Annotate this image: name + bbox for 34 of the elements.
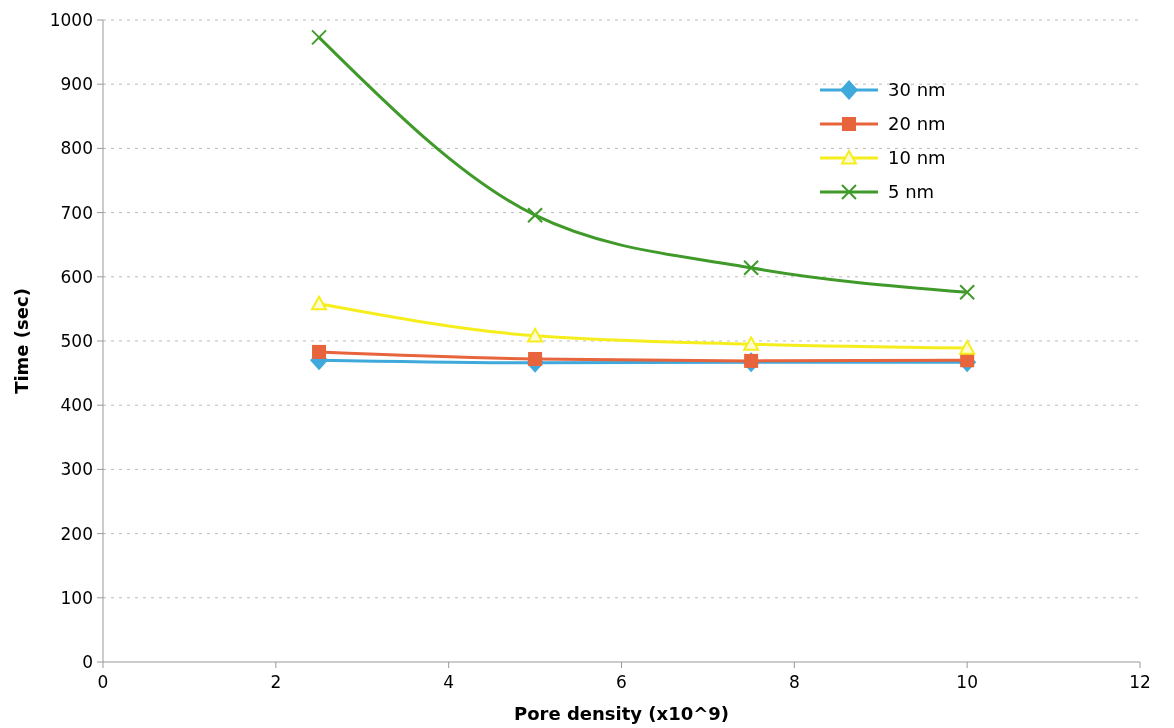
y-tick-label: 700 bbox=[60, 202, 93, 223]
x-tick-label: 0 bbox=[97, 672, 109, 692]
y-tick-label: 200 bbox=[60, 523, 93, 544]
y-tick-label: 900 bbox=[60, 74, 93, 95]
legend-label: 10 nm bbox=[888, 147, 946, 169]
x-tick-label: 10 bbox=[956, 672, 978, 692]
point bbox=[311, 295, 328, 311]
y-tick-label: 1000 bbox=[49, 9, 93, 30]
x-tick-label: 8 bbox=[788, 672, 800, 692]
y-tick-label: 300 bbox=[60, 459, 93, 480]
point bbox=[743, 259, 760, 276]
y-tick-label: 600 bbox=[60, 266, 93, 287]
y-tick-label: 500 bbox=[60, 330, 93, 351]
point bbox=[743, 336, 760, 351]
x-tick-label: 12 bbox=[1129, 672, 1151, 692]
x-tick-label: 2 bbox=[270, 672, 282, 692]
y-tick-label: 800 bbox=[60, 138, 93, 159]
point bbox=[527, 327, 544, 343]
legend-label: 30 nm bbox=[888, 79, 946, 101]
point bbox=[528, 351, 543, 366]
y-tick-label: 100 bbox=[60, 587, 93, 608]
x-tick-label: 6 bbox=[616, 672, 627, 692]
point bbox=[311, 29, 328, 46]
point bbox=[959, 284, 976, 301]
y-tick-label: 0 bbox=[82, 651, 93, 672]
y-axis-title: Time (sec) bbox=[11, 288, 32, 394]
point bbox=[527, 207, 544, 224]
point bbox=[959, 340, 976, 355]
x-axis-title: Pore density (x10^9) bbox=[513, 703, 730, 724]
legend-label: 5 nm bbox=[888, 181, 935, 203]
point bbox=[312, 344, 327, 359]
legend-label: 20 nm bbox=[888, 113, 946, 135]
y-tick-label: 400 bbox=[60, 395, 93, 416]
x-tick-label: 4 bbox=[443, 672, 455, 692]
